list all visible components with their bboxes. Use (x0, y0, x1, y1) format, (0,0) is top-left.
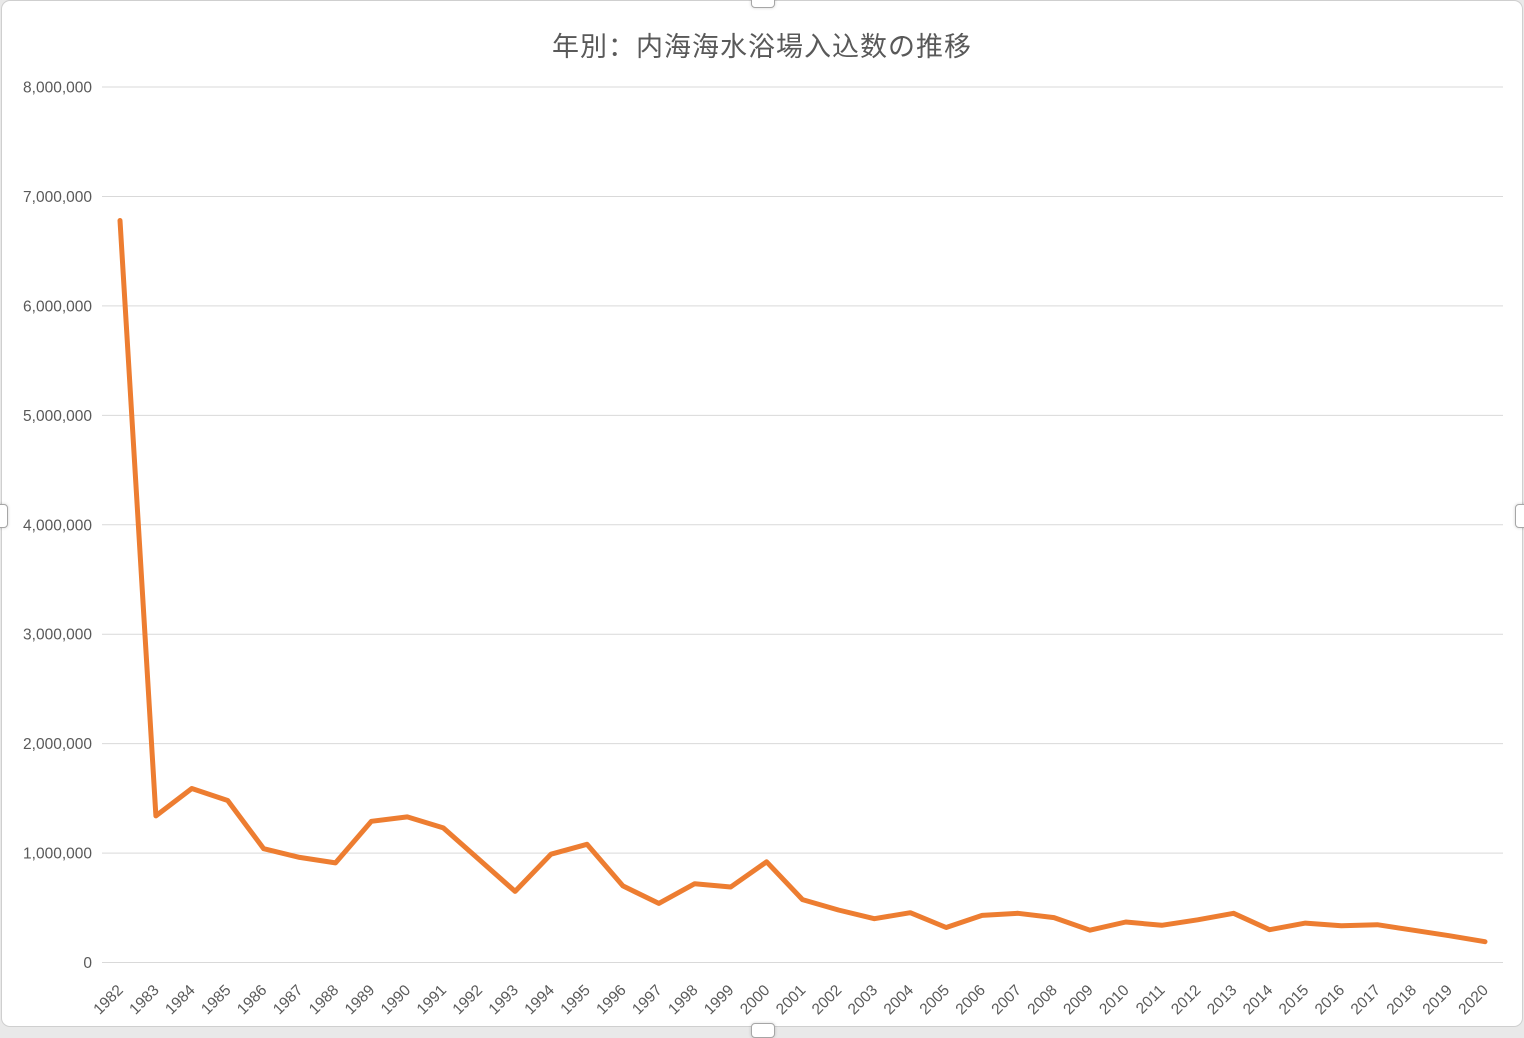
x-axis-tick-label[interactable]: 1989 (342, 982, 378, 1018)
x-axis-tick-label[interactable]: 1982 (90, 982, 126, 1018)
chart-title[interactable]: 年別：内海海水浴場入込数の推移 (552, 32, 972, 62)
resize-handle-right[interactable] (1515, 504, 1524, 528)
x-axis-tick-label[interactable]: 2018 (1384, 982, 1420, 1018)
resize-handle-left[interactable] (0, 504, 8, 528)
x-axis-tick-label[interactable]: 2013 (1204, 982, 1240, 1018)
y-axis-tick-label[interactable]: 7,000,000 (23, 189, 92, 206)
x-axis-tick-label[interactable]: 1997 (629, 982, 665, 1018)
x-axis-tick-label[interactable]: 1984 (162, 982, 199, 1019)
x-axis-tick-label[interactable]: 2009 (1060, 982, 1096, 1018)
x-axis-tick-label[interactable]: 1985 (198, 982, 234, 1018)
x-axis-tick-label[interactable]: 1986 (234, 982, 270, 1018)
x-axis-tick-label[interactable]: 2007 (988, 982, 1024, 1018)
x-axis-tick-label[interactable]: 1983 (126, 982, 162, 1018)
x-axis-tick-label[interactable]: 2002 (809, 982, 845, 1018)
x-axis-tick-label[interactable]: 2004 (881, 982, 918, 1019)
x-axis-tick-label[interactable]: 2000 (737, 982, 774, 1019)
x-axis-tick-label[interactable]: 2017 (1348, 982, 1384, 1018)
y-axis-tick-label[interactable]: 3,000,000 (23, 627, 92, 644)
x-axis-tick-label[interactable]: 1995 (557, 982, 593, 1018)
x-axis-tick-label[interactable]: 2020 (1455, 982, 1492, 1019)
y-axis-tick-label[interactable]: 5,000,000 (23, 408, 92, 425)
y-axis-tick-label[interactable]: 4,000,000 (23, 517, 92, 534)
x-axis-tick-label[interactable]: 2010 (1096, 982, 1133, 1019)
x-axis-tick-label[interactable]: 1994 (521, 982, 558, 1019)
y-axis-tick-label[interactable]: 1,000,000 (23, 846, 92, 863)
resize-handle-bottom[interactable] (751, 1023, 775, 1038)
y-axis-tick-label[interactable]: 0 (83, 955, 92, 972)
x-axis-tick-label[interactable]: 2001 (773, 982, 809, 1018)
x-axis-tick-label[interactable]: 2014 (1240, 982, 1277, 1019)
x-axis-tick-label[interactable]: 1992 (450, 982, 486, 1018)
x-axis-tick-label[interactable]: 1987 (270, 982, 306, 1018)
x-axis-tick-label[interactable]: 1998 (665, 982, 701, 1018)
resize-handle-top[interactable] (751, 0, 775, 8)
data-series-line[interactable] (117, 218, 1488, 945)
x-axis-tick-label[interactable]: 2006 (953, 982, 989, 1018)
x-axis-tick-label[interactable]: 1990 (378, 982, 415, 1019)
x-axis-tick-label[interactable]: 2003 (845, 982, 881, 1018)
x-axis-tick-label[interactable]: 2005 (917, 982, 953, 1018)
x-axis-tick-label[interactable]: 2008 (1024, 982, 1060, 1018)
x-axis-tick-label[interactable]: 2016 (1312, 982, 1348, 1018)
y-axis-tick-label[interactable]: 8,000,000 (23, 80, 92, 97)
x-axis-tick-label[interactable]: 1996 (593, 982, 629, 1018)
x-axis-tick-label[interactable]: 1993 (486, 982, 522, 1018)
x-axis-tick-label[interactable]: 1988 (306, 982, 342, 1018)
x-axis-tick-label[interactable]: 2012 (1168, 982, 1204, 1018)
x-axis-tick-label[interactable]: 2015 (1276, 982, 1312, 1018)
x-axis-tick-label[interactable]: 2019 (1420, 982, 1456, 1018)
y-axis-tick-label[interactable]: 2,000,000 (23, 736, 92, 753)
x-axis-tick-label[interactable]: 1999 (701, 982, 737, 1018)
x-axis-tick-label[interactable]: 1991 (414, 982, 450, 1018)
y-axis-tick-label[interactable]: 6,000,000 (23, 298, 92, 315)
x-axis-tick-label[interactable]: 2011 (1133, 982, 1169, 1018)
